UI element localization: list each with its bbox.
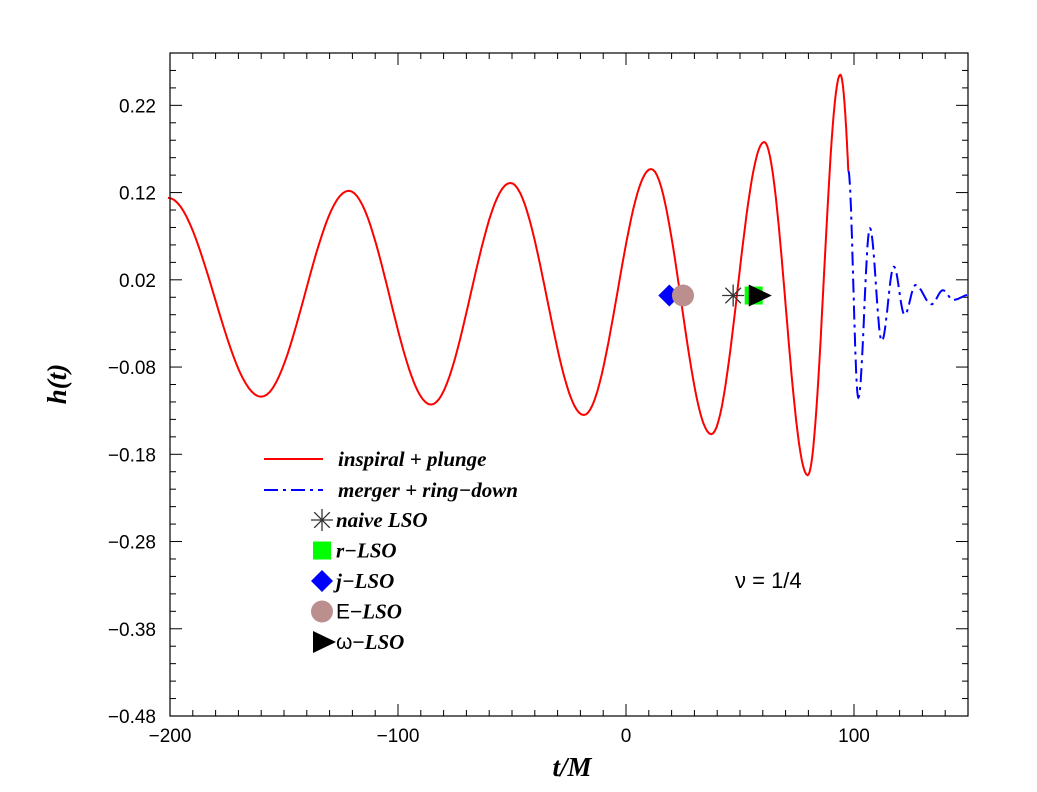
- x-axis-label: t/M: [552, 752, 592, 782]
- y-tick-label: 0.12: [119, 184, 156, 205]
- tick-labels: −200 −100 0 100 0.22 0.12 0.02 −0.08 −0.18 −0.28 −…: [108, 96, 870, 747]
- series-curves: [167, 73, 970, 477]
- x-tick-label: 0: [621, 726, 632, 747]
- y-tick-label: 0.02: [119, 271, 156, 292]
- y-tick-label: −0.48: [108, 707, 156, 728]
- nu-annotation: ν = 1/4: [735, 568, 802, 593]
- y-axis-label: h(t): [42, 364, 72, 405]
- triangle-marker: [748, 284, 772, 307]
- inspiral-plunge-curve: [167, 73, 850, 477]
- merger-ringdown-curve: [847, 170, 970, 400]
- legend-label: merger + ring−down: [338, 478, 518, 502]
- x-tick-label: −100: [377, 726, 420, 747]
- legend-label: j−LSO: [333, 569, 394, 593]
- y-tick-label: 0.22: [119, 96, 156, 117]
- legend: inspiral + plunge merger + ring−down naive…: [264, 447, 518, 654]
- y-tick-label: −0.38: [108, 620, 156, 641]
- x-tick-label: −200: [149, 726, 192, 747]
- legend-label: r−LSO: [336, 539, 397, 563]
- legend-label-text: r−LSO: [336, 539, 397, 563]
- circle-marker: [672, 284, 694, 307]
- legend-label-prefix: E−: [336, 601, 362, 624]
- legend-label-text: naive LSO: [336, 508, 428, 532]
- lso-markers: [658, 284, 772, 307]
- legend-circle-icon: [311, 600, 333, 623]
- legend-label-prefix: ω−: [336, 631, 365, 654]
- legend-label: naive LSO: [336, 508, 428, 532]
- y-tick-label: −0.18: [108, 445, 156, 466]
- legend-triangle-icon: [313, 631, 336, 653]
- legend-label: ω−LSO: [336, 630, 404, 654]
- legend-label: inspiral + plunge: [338, 447, 487, 471]
- y-tick-label: −0.08: [108, 358, 156, 379]
- asterisk-marker: [724, 287, 742, 304]
- legend-label: E−LSO: [336, 600, 402, 624]
- legend-label-text: LSO: [361, 600, 402, 624]
- legend-label-text: LSO: [364, 630, 405, 654]
- legend-square-icon: [313, 541, 331, 560]
- legend-label-text: j−LSO: [333, 569, 394, 593]
- plot-frame: [169, 52, 969, 717]
- legend-asterisk-icon: [313, 511, 331, 529]
- y-tick-label: −0.28: [108, 533, 156, 554]
- x-tick-label: 100: [838, 726, 870, 747]
- legend-diamond-icon: [311, 570, 333, 592]
